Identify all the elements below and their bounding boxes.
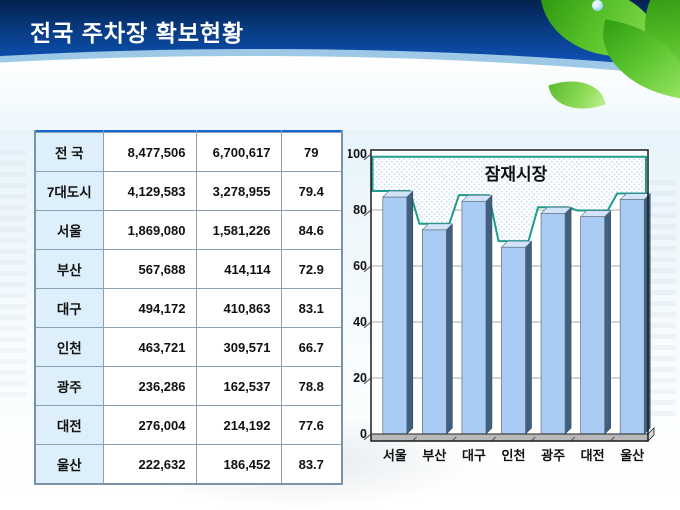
header-band	[0, 0, 680, 130]
bar	[461, 200, 487, 435]
parking-table: 구 분승용·승합주차장(면)확보율(%) 전 국8,477,5066,700,6…	[34, 90, 343, 485]
bar-side	[406, 190, 414, 435]
page-title: 전국 주차장 확보현황	[30, 20, 245, 46]
table-body: 전 국 8,477,506 6,700,617 79 7대도시 4,129,583 3,27…	[34, 132, 343, 485]
row-label: 7대도시	[34, 171, 104, 211]
table-row: 대전 276,004 214,192 77.6	[34, 405, 343, 445]
bar	[501, 246, 526, 435]
cell-value: 222,632	[102, 444, 197, 485]
x-tick-label: 대구	[462, 448, 486, 463]
cell-value: 83.7	[280, 444, 343, 485]
y-tick-label: 40	[353, 315, 367, 329]
bar-side	[564, 206, 572, 435]
cell-value: 83.1	[280, 288, 343, 328]
x-tick-label: 인천	[502, 448, 526, 463]
bar-side	[604, 209, 611, 435]
chart-floor	[370, 433, 649, 442]
x-tick-label: 부산	[422, 448, 446, 463]
y-tick	[363, 377, 372, 385]
y-tick-label: 0	[360, 427, 367, 441]
table-row: 울산 222,632 186,452 83.7	[34, 444, 343, 485]
cell-value: 414,114	[195, 249, 282, 289]
y-tick-label: 100	[348, 147, 367, 161]
cell-value: 6,700,617	[195, 132, 282, 172]
cell-value: 79	[280, 132, 343, 172]
bar-chart-svg: 잠재시장 0 20 40 60 80 100 서울 부산 대구 인천 광주 대전 울산	[346, 147, 655, 463]
x-tick-label: 대전	[581, 448, 605, 463]
bar	[382, 196, 408, 435]
bar-side	[643, 192, 651, 435]
y-tick	[363, 265, 372, 273]
cell-value: 162,537	[195, 366, 282, 406]
x-tick-label: 울산	[620, 448, 644, 463]
cell-value: 72.9	[280, 249, 343, 289]
cell-value: 567,688	[102, 249, 197, 289]
cell-value: 4,129,583	[102, 171, 197, 211]
x-tick-label: 광주	[541, 448, 565, 463]
row-label: 서울	[34, 210, 104, 250]
table-row: 대구 494,172 410,863 83.1	[34, 288, 343, 328]
table-row: 7대도시 4,129,583 3,278,955 79.4	[34, 171, 343, 211]
y-tick-label: 60	[353, 259, 367, 273]
area-label: 잠재시장	[485, 165, 548, 184]
cell-value: 3,278,955	[195, 171, 282, 211]
waterdrop-icon	[592, 0, 603, 11]
cell-value: 236,286	[102, 366, 197, 406]
y-tick	[363, 321, 372, 329]
bar-side	[446, 223, 453, 435]
x-tick-label: 서울	[383, 448, 407, 463]
y-tick	[363, 153, 372, 161]
row-label: 인천	[34, 327, 104, 367]
cell-value: 186,452	[195, 444, 282, 485]
row-label: 대구	[34, 288, 104, 328]
row-label: 광주	[34, 366, 104, 406]
row-label: 부산	[34, 249, 104, 289]
y-tick	[363, 433, 372, 441]
row-label: 대전	[34, 405, 104, 445]
cell-value: 309,571	[195, 327, 282, 367]
table-row: 인천 463,721 309,571 66.7	[34, 327, 343, 367]
table-row: 광주 236,286 162,537 78.8	[34, 366, 343, 406]
y-tick-label: 20	[353, 371, 367, 385]
cell-value: 463,721	[102, 327, 197, 367]
bar	[422, 229, 447, 435]
cell-value: 276,004	[102, 405, 197, 445]
row-label: 전 국	[34, 132, 104, 172]
y-tick	[363, 209, 372, 217]
cell-value: 410,863	[195, 288, 282, 328]
bar-side	[525, 240, 532, 435]
bar	[580, 216, 605, 435]
cell-value: 78.8	[280, 366, 343, 406]
table-row: 서울 1,869,080 1,581,226 84.6	[34, 210, 343, 250]
cell-value: 214,192	[195, 405, 282, 445]
floor-bevel	[647, 427, 655, 442]
cell-value: 494,172	[102, 288, 197, 328]
table-row: 전 국 8,477,506 6,700,617 79	[34, 132, 343, 172]
plot-frame	[370, 149, 649, 442]
bar-side	[485, 194, 493, 435]
cell-value: 1,869,080	[102, 210, 197, 250]
data-table: 구 분승용·승합주차장(면)확보율(%) 전 국8,477,5066,700,6…	[34, 90, 343, 485]
bar-chart: 잠재시장 0 20 40 60 80 100 서울 부산 대구 인천 광주 대전 울산	[346, 138, 670, 483]
cell-value: 1,581,226	[195, 210, 282, 250]
cell-value: 8,477,506	[102, 132, 197, 172]
table-row: 부산 567,688 414,114 72.9	[34, 249, 343, 289]
cell-value: 79.4	[280, 171, 343, 211]
bar	[619, 199, 645, 435]
cell-value: 66.7	[280, 327, 343, 367]
building-watermark	[0, 150, 26, 400]
cell-value: 84.6	[280, 210, 343, 250]
bar	[540, 213, 566, 435]
row-label: 울산	[34, 444, 104, 485]
cell-value: 77.6	[280, 405, 343, 445]
y-tick-label: 80	[353, 203, 367, 217]
